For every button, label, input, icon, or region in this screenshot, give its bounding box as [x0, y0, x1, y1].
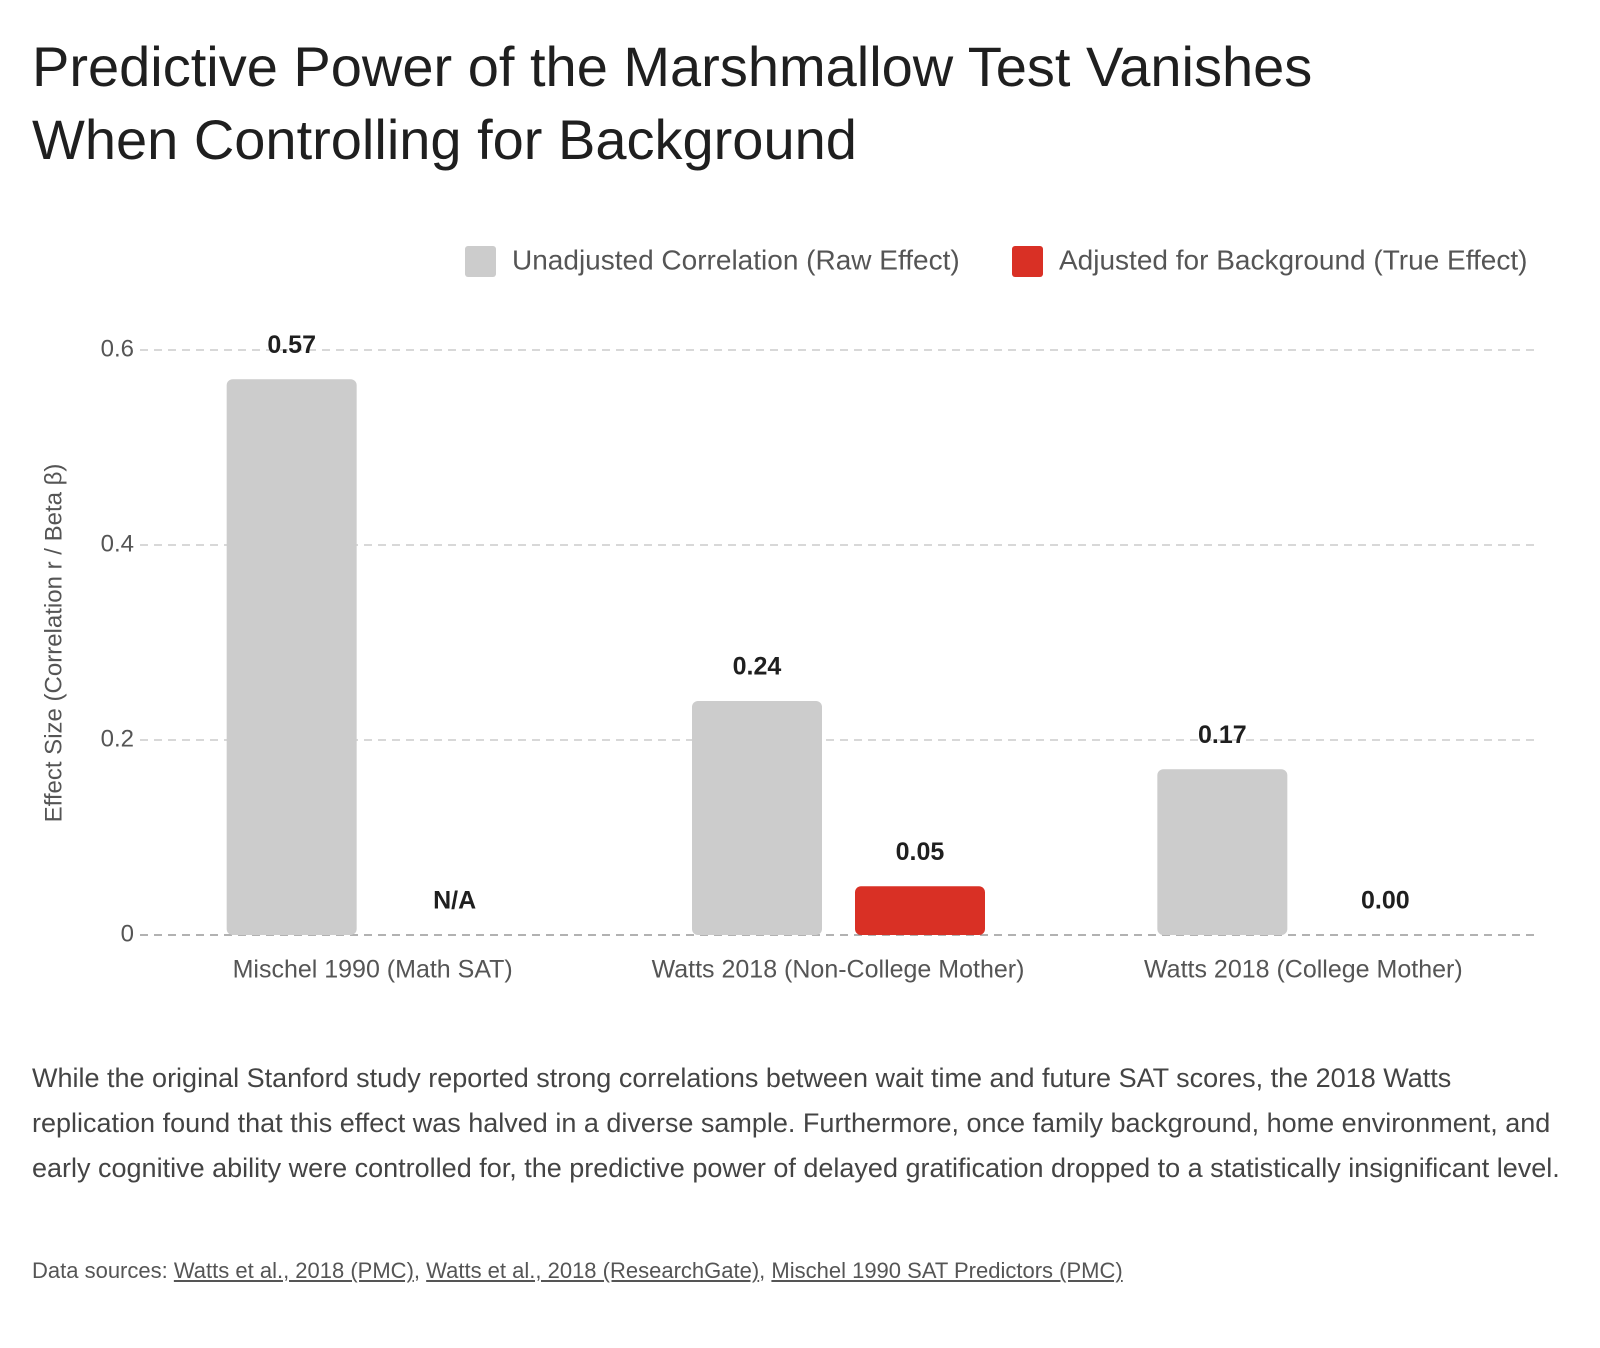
separator: , [759, 1258, 766, 1283]
legend-swatch [1012, 246, 1043, 277]
y-tick-label: 0 [121, 920, 134, 947]
data-label: 0.24 [733, 653, 782, 681]
source-link[interactable]: Mischel 1990 SAT Predictors (PMC) [771, 1258, 1123, 1283]
data-label: 0.00 [1361, 887, 1410, 915]
y-tick-label: 0.2 [101, 725, 134, 752]
x-tick-label: Watts 2018 (College Mother) [1144, 956, 1463, 984]
x-tick-label: Mischel 1990 (Math SAT) [233, 956, 513, 984]
legend-label: Adjusted for Background (True Effect) [1059, 244, 1527, 275]
source-link[interactable]: Watts et al., 2018 (PMC) [173, 1258, 414, 1283]
data-label: N/A [433, 887, 476, 915]
y-tick-label: 0.6 [101, 335, 134, 362]
source-link[interactable]: Watts et al., 2018 (ResearchGate) [426, 1258, 760, 1283]
data-label: 0.05 [896, 838, 945, 866]
y-tick-label: 0.4 [101, 530, 134, 557]
y-axis-label: Effect Size (Correlation r / Beta β) [40, 464, 67, 823]
legend-label: Unadjusted Correlation (Raw Effect) [512, 244, 960, 275]
sources: Data sources: Watts et al., 2018 (PMC), … [32, 1258, 1123, 1284]
chart: Effect Size (Correlation r / Beta β) 0 0.… [40, 244, 1536, 984]
x-tick-label: Watts 2018 (Non-College Mother) [652, 956, 1025, 984]
chart-title: Predictive Power of the Marshmallow Test… [32, 35, 1313, 171]
description: While the original Stanford study report… [32, 1063, 1560, 1183]
sources-label: Data sources: [32, 1258, 168, 1283]
data-label: 0.57 [267, 331, 316, 359]
separator: , [413, 1258, 421, 1283]
bar [226, 379, 357, 935]
data-label: 0.17 [1198, 721, 1247, 749]
bar [1157, 769, 1288, 935]
bar [855, 886, 985, 935]
legend-swatch [465, 246, 496, 277]
bar [692, 701, 822, 935]
